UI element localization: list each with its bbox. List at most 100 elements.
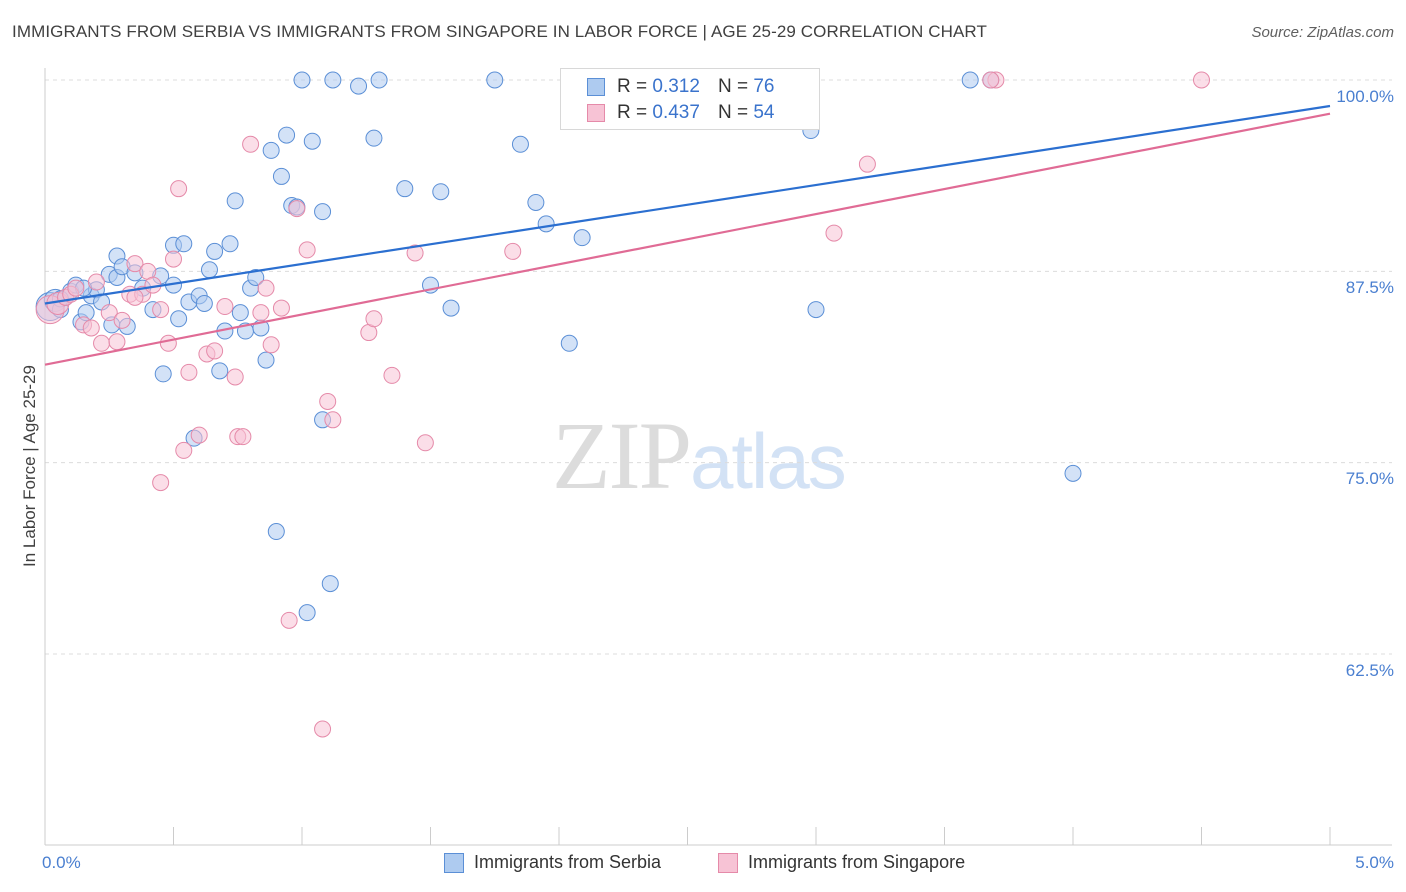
singapore-legend-label: Immigrants from Singapore bbox=[748, 852, 966, 872]
y-axis-label: In Labor Force | Age 25-29 bbox=[20, 365, 39, 567]
legend-row-singapore: R = 0.437 N = 54 bbox=[587, 101, 774, 125]
singapore-point-21 bbox=[170, 180, 188, 198]
singapore-point-38 bbox=[298, 241, 316, 259]
serbia-n-value: 76 bbox=[753, 76, 775, 97]
singapore-r-label: R = bbox=[617, 102, 648, 123]
singapore-point-40 bbox=[319, 392, 337, 410]
singapore-point-39 bbox=[314, 720, 332, 738]
serbia-point-45 bbox=[278, 126, 296, 144]
source-label: Source: ZipAtlas.com bbox=[1251, 24, 1394, 41]
serbia-trendline bbox=[44, 104, 1331, 305]
serbia-point-70 bbox=[807, 301, 825, 319]
serbia-point-48 bbox=[293, 71, 311, 89]
serbia-point-53 bbox=[321, 575, 339, 593]
singapore-point-32 bbox=[252, 304, 270, 322]
singapore-point-18 bbox=[152, 474, 170, 492]
serbia-n-label: N = bbox=[717, 76, 749, 97]
singapore-point-37 bbox=[288, 200, 306, 218]
singapore-point-41 bbox=[324, 411, 342, 429]
watermark: ZIPatlas bbox=[552, 402, 847, 509]
serbia-point-60 bbox=[432, 183, 450, 201]
legend-row-serbia: R = 0.312 N = 76 bbox=[587, 75, 774, 99]
legend-item-singapore[interactable]: Immigrants from Singapore bbox=[718, 852, 965, 873]
singapore-point-31 bbox=[242, 135, 260, 153]
x-tick-label-min: 0.0% bbox=[42, 853, 81, 872]
singapore-point-23 bbox=[180, 363, 198, 381]
serbia-legend-swatch bbox=[444, 852, 464, 873]
serbia-point-34 bbox=[221, 235, 239, 253]
singapore-point-52 bbox=[1193, 71, 1210, 89]
singapore-point-11 bbox=[113, 311, 131, 329]
serbia-point-49 bbox=[298, 604, 316, 622]
serbia-point-64 bbox=[527, 193, 545, 211]
singapore-legend-swatch bbox=[718, 852, 738, 873]
serbia-point-21 bbox=[154, 365, 172, 383]
serbia-point-36 bbox=[231, 304, 249, 322]
singapore-point-9 bbox=[100, 304, 118, 322]
singapore-point-19 bbox=[159, 334, 177, 352]
serbia-r-label: R = bbox=[617, 76, 648, 97]
serbia-point-39 bbox=[247, 268, 265, 286]
serbia-point-62 bbox=[486, 71, 504, 89]
singapore-point-10 bbox=[108, 333, 126, 351]
singapore-n-label: N = bbox=[717, 102, 749, 123]
y-tick-label-100: 100.0% bbox=[1336, 87, 1394, 106]
singapore-point-17 bbox=[152, 301, 170, 319]
singapore-point-35 bbox=[272, 299, 290, 317]
singapore-point-48 bbox=[825, 224, 843, 242]
serbia-point-50 bbox=[303, 132, 321, 150]
singapore-point-53 bbox=[126, 288, 144, 306]
singapore-point-26 bbox=[206, 342, 224, 360]
serbia-point-55 bbox=[350, 77, 368, 95]
singapore-point-36 bbox=[280, 611, 298, 629]
serbia-point-66 bbox=[560, 334, 578, 352]
singapore-swatch bbox=[587, 104, 605, 122]
serbia-r-value: 0.312 bbox=[652, 76, 700, 97]
serbia-point-73 bbox=[1064, 464, 1082, 482]
singapore-point-33 bbox=[257, 279, 275, 297]
serbia-point-42 bbox=[262, 141, 280, 159]
singapore-point-13 bbox=[126, 255, 144, 273]
serbia-point-31 bbox=[206, 242, 224, 260]
y-tick-label-75: 75.0% bbox=[1345, 469, 1394, 488]
serbia-point-43 bbox=[267, 523, 285, 541]
stats-legend: R = 0.312 N = 76 R = 0.437 N = 54 bbox=[560, 68, 820, 130]
singapore-point-28 bbox=[226, 368, 244, 386]
singapore-point-51 bbox=[982, 71, 1000, 89]
singapore-n-value: 54 bbox=[753, 102, 775, 123]
singapore-point-47 bbox=[504, 242, 522, 260]
singapore-point-44 bbox=[383, 366, 401, 384]
singapore-point-24 bbox=[190, 426, 208, 444]
singapore-point-49 bbox=[858, 155, 876, 173]
serbia-point-71 bbox=[961, 71, 979, 89]
singapore-trendline bbox=[44, 112, 1331, 366]
serbia-point-54 bbox=[324, 71, 342, 89]
serbia-point-44 bbox=[272, 167, 290, 185]
x-tick-label-max: 5.0% bbox=[1355, 853, 1394, 872]
singapore-point-6 bbox=[82, 319, 100, 337]
serbia-point-25 bbox=[175, 235, 193, 253]
singapore-point-34 bbox=[262, 336, 280, 354]
serbia-point-67 bbox=[573, 229, 591, 247]
legend-item-serbia[interactable]: Immigrants from Serbia bbox=[444, 852, 661, 873]
serbia-point-58 bbox=[396, 180, 414, 198]
singapore-point-27 bbox=[216, 298, 234, 316]
singapore-point-45 bbox=[406, 244, 424, 262]
y-tick-label-62-5: 62.5% bbox=[1345, 661, 1394, 680]
serbia-point-30 bbox=[200, 261, 218, 279]
singapore-point-43 bbox=[365, 310, 383, 328]
serbia-point-51 bbox=[314, 203, 332, 221]
singapore-point-46 bbox=[416, 434, 434, 452]
serbia-swatch bbox=[587, 78, 605, 96]
serbia-point-63 bbox=[511, 135, 529, 153]
serbia-point-32 bbox=[211, 362, 229, 380]
serbia-point-61 bbox=[442, 299, 460, 317]
singapore-point-20 bbox=[165, 250, 182, 268]
chart-title: IMMIGRANTS FROM SERBIA VS IMMIGRANTS FRO… bbox=[12, 22, 987, 41]
singapore-point-22 bbox=[175, 441, 193, 459]
serbia-point-24 bbox=[170, 310, 188, 328]
singapore-point-7 bbox=[87, 273, 105, 291]
serbia-point-41 bbox=[257, 351, 275, 369]
singapore-point-4 bbox=[67, 279, 85, 297]
